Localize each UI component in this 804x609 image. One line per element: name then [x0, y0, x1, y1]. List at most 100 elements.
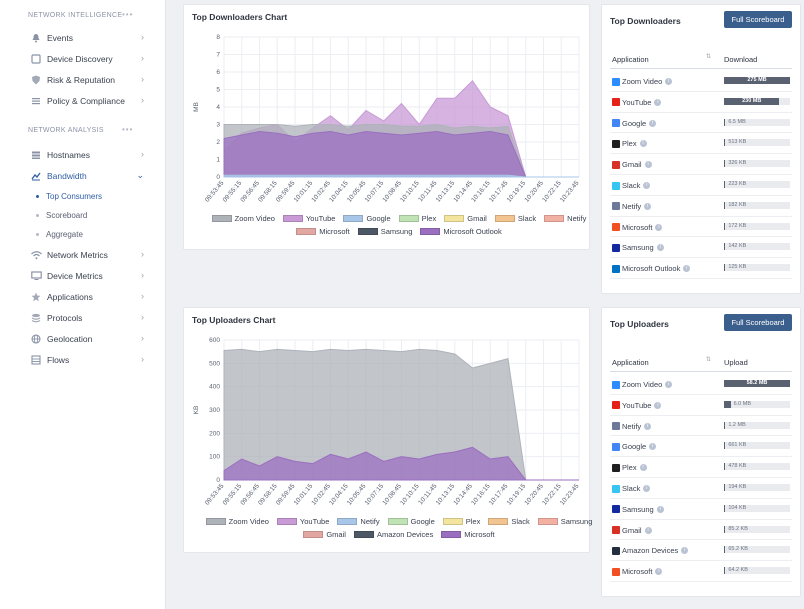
info-icon[interactable]: i	[639, 464, 647, 472]
legend-item-google[interactable]: Google	[343, 214, 391, 223]
column-header-upload[interactable]: Upload	[724, 358, 748, 367]
app-cell[interactable]: Google i	[612, 442, 657, 451]
app-cell[interactable]: Microsoft Outlook i	[612, 264, 691, 273]
section-menu-dots[interactable]: •••	[122, 125, 134, 134]
table-row[interactable]: Gmail i 326 KB	[610, 154, 792, 175]
sidebar-item-risk-reputation[interactable]: Risk & Reputation ›	[30, 71, 148, 89]
info-icon[interactable]: i	[644, 422, 652, 430]
info-icon[interactable]: i	[639, 140, 647, 148]
app-cell[interactable]: Microsoft i	[612, 223, 663, 232]
app-cell[interactable]: YouTube i	[612, 98, 662, 107]
table-row[interactable]: Google i 661 KB	[610, 436, 792, 458]
table-row[interactable]: Plex i 478 KB	[610, 457, 792, 478]
legend-item-samsung[interactable]: Samsung	[537, 517, 592, 526]
legend-item-gmail[interactable]: Gmail	[303, 530, 346, 539]
table-row[interactable]: Samsung i 142 KB	[610, 237, 792, 259]
app-cell[interactable]: Microsoft i	[612, 567, 663, 576]
legend-item-netify[interactable]: Netify	[544, 214, 586, 223]
sidebar-item-geolocation[interactable]: Geolocation ›	[30, 330, 148, 348]
table-row[interactable]: Microsoft Outlook i 125 KB	[610, 258, 792, 279]
column-header-application[interactable]: Application	[612, 55, 649, 64]
sort-icon[interactable]: ⇅	[706, 54, 712, 60]
legend-item-microsoft[interactable]: Microsoft	[296, 227, 350, 236]
info-icon[interactable]: i	[644, 202, 652, 210]
app-cell[interactable]: Samsung i	[612, 505, 664, 514]
sidebar-item-network-metrics[interactable]: Network Metrics ›	[30, 246, 148, 264]
sort-icon[interactable]: ⇅	[706, 357, 712, 363]
info-icon[interactable]: i	[649, 119, 657, 127]
info-icon[interactable]: i	[656, 505, 664, 513]
table-row[interactable]: Microsoft i 172 KB	[610, 217, 792, 238]
section-menu-dots[interactable]: •••	[122, 10, 134, 19]
full-scoreboard-button[interactable]: Full Scoreboard	[724, 11, 792, 28]
sidebar-item-applications[interactable]: Applications ›	[30, 288, 148, 306]
column-header-download[interactable]: Download	[724, 55, 758, 64]
table-row[interactable]: YouTube i 230 MB	[610, 92, 792, 113]
info-icon[interactable]: i	[683, 265, 691, 273]
table-row[interactable]: Google i 6.5 MB	[610, 113, 792, 134]
app-cell[interactable]: Slack i	[612, 484, 651, 493]
table-row[interactable]: Amazon Devices i 65.2 KB	[610, 540, 792, 562]
info-icon[interactable]: i	[644, 161, 652, 169]
sidebar-subitem-aggregate[interactable]: Aggregate	[36, 226, 83, 242]
legend-item-youtube[interactable]: YouTube	[276, 517, 329, 526]
sidebar-item-policy-compliance[interactable]: Policy & Compliance ›	[30, 92, 148, 110]
legend-item-youtube[interactable]: YouTube	[282, 214, 335, 223]
app-cell[interactable]: Gmail i	[612, 526, 652, 535]
sidebar-subitem-scoreboard[interactable]: Scoreboard	[36, 207, 87, 223]
info-icon[interactable]: i	[655, 223, 663, 231]
app-cell[interactable]: Google i	[612, 119, 657, 128]
app-cell[interactable]: Zoom Video i	[612, 380, 673, 389]
table-row[interactable]: YouTube i 6.0 MB	[610, 395, 792, 416]
table-row[interactable]: Microsoft i 64.2 KB	[610, 561, 792, 582]
legend-item-google[interactable]: Google	[387, 517, 435, 526]
info-icon[interactable]: i	[654, 98, 662, 106]
info-icon[interactable]: i	[643, 485, 651, 492]
app-cell[interactable]: Netify i	[612, 202, 652, 211]
info-icon[interactable]: i	[655, 568, 663, 576]
info-icon[interactable]: i	[643, 182, 651, 189]
table-row[interactable]: Zoom Video i 275 MB	[610, 71, 792, 92]
legend-item-slack[interactable]: Slack	[488, 517, 530, 526]
sidebar-item-hostnames[interactable]: Hostnames ›	[30, 146, 148, 164]
info-icon[interactable]: i	[656, 244, 664, 252]
legend-item-microsoft-outlook[interactable]: Microsoft Outlook	[420, 227, 502, 236]
info-icon[interactable]: i	[649, 443, 657, 451]
legend-item-plex[interactable]: Plex	[398, 214, 436, 223]
app-cell[interactable]: Zoom Video i	[612, 77, 673, 86]
info-icon[interactable]: i	[665, 381, 673, 388]
table-row[interactable]: Samsung i 104 KB	[610, 499, 792, 520]
app-cell[interactable]: Netify i	[612, 422, 652, 431]
legend-item-slack[interactable]: Slack	[494, 214, 536, 223]
sidebar-subitem-top-consumers[interactable]: Top Consumers	[36, 188, 102, 204]
sidebar-item-events[interactable]: Events ›	[30, 29, 148, 47]
app-cell[interactable]: Amazon Devices i	[612, 546, 689, 555]
sidebar-item-protocols[interactable]: Protocols ›	[30, 309, 148, 327]
sidebar-item-flows[interactable]: Flows ›	[30, 351, 148, 369]
info-icon[interactable]: i	[644, 526, 652, 534]
legend-item-zoom-video[interactable]: Zoom Video	[205, 517, 269, 526]
table-row[interactable]: Plex i 513 KB	[610, 133, 792, 155]
legend-item-samsung[interactable]: Samsung	[357, 227, 412, 236]
full-scoreboard-button[interactable]: Full Scoreboard	[724, 314, 792, 331]
legend-item-netify[interactable]: Netify	[337, 517, 380, 526]
column-header-application[interactable]: Application	[612, 358, 649, 367]
app-cell[interactable]: Plex i	[612, 463, 647, 472]
legend-item-plex[interactable]: Plex	[442, 517, 480, 526]
table-row[interactable]: Zoom Video i 58.2 MB	[610, 374, 792, 395]
sidebar-item-bandwidth[interactable]: Bandwidth ⌄	[30, 167, 148, 185]
table-row[interactable]: Slack i 223 KB	[610, 175, 792, 196]
app-cell[interactable]: Slack i	[612, 181, 651, 190]
table-row[interactable]: Slack i 194 KB	[610, 478, 792, 499]
table-row[interactable]: Gmail i 85.2 KB	[610, 520, 792, 541]
sidebar-item-device-metrics[interactable]: Device Metrics ›	[30, 267, 148, 285]
sidebar-item-device-discovery[interactable]: Device Discovery ›	[30, 50, 148, 68]
legend-item-amazon-devices[interactable]: Amazon Devices	[353, 530, 433, 539]
app-cell[interactable]: YouTube i	[612, 401, 662, 410]
app-cell[interactable]: Plex i	[612, 139, 647, 148]
table-row[interactable]: Netify i 182 KB	[610, 196, 792, 217]
info-icon[interactable]: i	[665, 78, 673, 85]
legend-item-microsoft[interactable]: Microsoft	[441, 530, 495, 539]
app-cell[interactable]: Samsung i	[612, 243, 664, 252]
legend-item-gmail[interactable]: Gmail	[444, 214, 487, 223]
